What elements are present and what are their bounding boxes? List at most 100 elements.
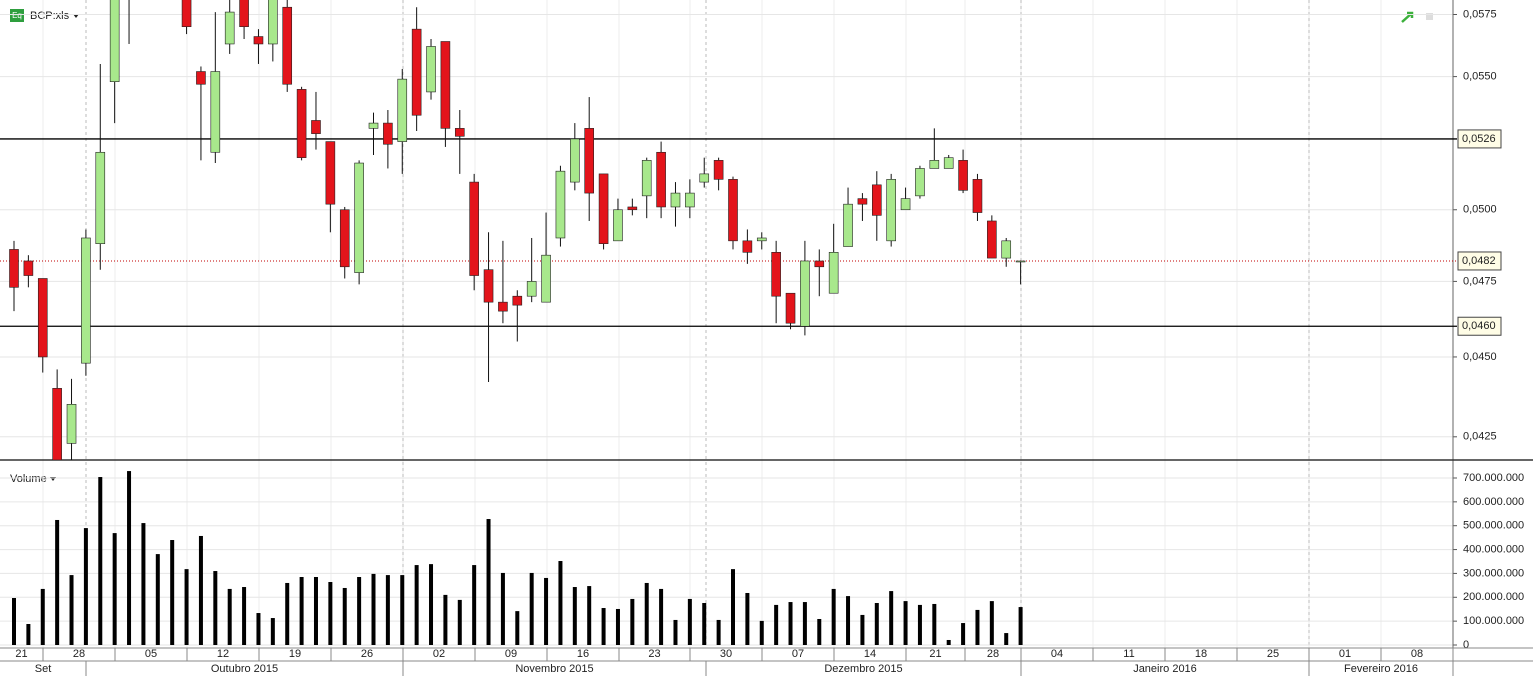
candle-body (339, 209, 350, 268)
candle-body (915, 168, 925, 197)
chart-title[interactable]: BCP:xls (30, 10, 70, 22)
volume-bar (486, 519, 491, 645)
candle-body (1015, 260, 1026, 263)
candle-body (771, 252, 781, 297)
candle-body (641, 160, 652, 197)
candle-body (383, 122, 393, 145)
volume-bar (170, 540, 175, 645)
candle-body (426, 46, 436, 93)
volume-tick-label: 200.000.000 (1463, 591, 1524, 603)
volume-bar (500, 572, 505, 645)
level-label-box (1457, 251, 1502, 271)
x-tick-label: 09 (505, 648, 517, 660)
volume-bar (975, 609, 980, 645)
candle-body (584, 128, 595, 194)
candle-body (440, 41, 451, 129)
volume-bar (385, 575, 390, 645)
volume-bar (342, 587, 347, 645)
candle-body (871, 184, 882, 216)
candle-body (555, 170, 566, 239)
x-tick-label: 04 (1051, 648, 1063, 660)
candle-body (454, 128, 465, 137)
volume-bar (630, 598, 635, 645)
candle-body (756, 237, 767, 242)
volume-bar (759, 620, 764, 645)
eq-icon: Eq (10, 9, 24, 22)
volume-bar (544, 577, 549, 645)
y-tick-label: 0,0475 (1463, 275, 1497, 287)
candle-body (886, 179, 896, 242)
month-label: Novembro 2015 (515, 663, 593, 675)
candle-body (95, 151, 106, 244)
month-label: Outubro 2015 (211, 663, 278, 675)
volume-bar (601, 608, 606, 645)
level-label-box (1457, 316, 1502, 336)
volume-bar (40, 588, 45, 645)
candle-body (943, 157, 954, 169)
candle-body (37, 278, 48, 358)
candle-body (785, 292, 796, 324)
volume-tick-label: 400.000.000 (1463, 543, 1524, 555)
volume-bar (155, 554, 160, 645)
volume-bar (644, 582, 649, 645)
x-tick-label: 19 (289, 648, 301, 660)
candle-body (958, 160, 968, 191)
x-tick-label: 12 (217, 648, 229, 660)
month-label: Set (35, 663, 52, 675)
volume-tick-label: 500.000.000 (1463, 520, 1524, 532)
candle-body (311, 120, 321, 134)
month-label: Fevereiro 2016 (1344, 663, 1418, 675)
volume-bar (572, 587, 577, 645)
volume-bar (83, 528, 88, 645)
candle-body (1001, 240, 1012, 259)
candle-body (354, 162, 364, 273)
volume-bar (400, 575, 405, 645)
candle-body (81, 237, 91, 364)
x-tick-label: 30 (720, 648, 732, 660)
candle-body (325, 141, 336, 205)
volume-bar (989, 601, 994, 645)
volume-bar (731, 569, 735, 645)
month-label: Dezembro 2015 (824, 663, 902, 675)
candle-body (483, 269, 494, 303)
candle-body (670, 192, 681, 208)
x-tick-label: 21 (15, 648, 27, 660)
volume-bar (12, 597, 16, 645)
level-label: 0,0526 (1462, 133, 1496, 145)
x-tick-label: 01 (1339, 648, 1351, 660)
x-tick-label: 11 (1123, 648, 1134, 660)
candle-body (685, 192, 695, 208)
candle-body (857, 198, 868, 205)
x-tick-label: 21 (929, 648, 941, 660)
panel-icon[interactable] (1426, 13, 1433, 20)
x-tick-label: 08 (1411, 648, 1423, 660)
volume-title[interactable]: Volume (10, 473, 47, 485)
volume-bar (26, 624, 31, 645)
volume-bar (270, 618, 275, 645)
volume-bar (687, 598, 692, 645)
volume-bar (285, 582, 290, 645)
volume-bar (184, 569, 189, 645)
volume-bar (831, 588, 836, 645)
volume-tick-label: 700.000.000 (1463, 472, 1524, 484)
level-label-box (1457, 129, 1502, 149)
volume-bar (443, 594, 448, 645)
candle-body (469, 181, 479, 276)
x-tick-label: 16 (577, 648, 589, 660)
candle-body (268, 0, 278, 45)
x-tick-label: 23 (648, 648, 660, 660)
volume-bar (213, 571, 218, 645)
volume-bar (529, 572, 534, 645)
candle-body (828, 252, 839, 294)
volume-bar (357, 577, 362, 645)
volume-bar (515, 611, 520, 645)
volume-bar (141, 523, 146, 645)
volume-bar (414, 565, 419, 645)
volume-bar (788, 602, 793, 645)
candle-body (627, 206, 638, 211)
candle-body (498, 301, 508, 312)
volume-bar (961, 623, 966, 645)
x-tick-label: 05 (145, 648, 157, 660)
volume-bar (917, 604, 922, 645)
